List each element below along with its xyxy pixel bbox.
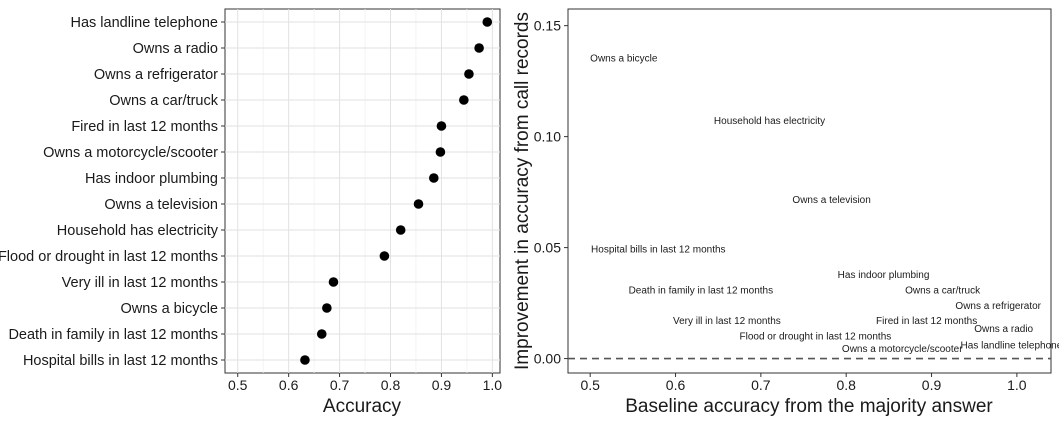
y-tick-label: 0.15 (534, 18, 561, 34)
category-label: Has landline telephone (70, 15, 218, 31)
x-tick-label: 0.5 (580, 377, 600, 393)
dot-point (482, 17, 493, 27)
x-tick-label: 0.7 (751, 377, 771, 393)
scatter-x-tick-labels: 0.5 0.6 0.7 0.8 0.9 1.0 (580, 373, 1027, 393)
dot-point (395, 225, 406, 235)
point-label: Very ill in last 12 months (673, 316, 781, 327)
category-label: Fired in last 12 months (71, 119, 218, 135)
x-tick-label: 0.6 (279, 377, 299, 393)
point-label: Owns a motorcycle/scooter (842, 344, 963, 355)
x-tick-label: 0.5 (228, 377, 248, 393)
x-tick-label: 1.0 (1007, 377, 1027, 393)
scatter-point-labels: Owns a bicycle Household has electricity O… (590, 54, 1059, 356)
category-label: Death in family in last 12 months (8, 327, 218, 343)
dot-point (316, 329, 327, 339)
x-tick-label: 1.0 (483, 377, 503, 393)
dot-plot-panel: Has landline telephone Owns a radio Owns a… (0, 8, 502, 417)
y-tick-label: 0.00 (534, 351, 561, 367)
category-label: Hospital bills in last 12 months (23, 353, 218, 369)
point-label: Has indoor plumbing (838, 270, 930, 281)
category-label: Has indoor plumbing (85, 171, 218, 187)
x-tick-label: 0.9 (922, 377, 942, 393)
x-tick-label: 0.7 (330, 377, 350, 393)
category-label: Owns a bicycle (120, 301, 218, 317)
point-label: Owns a car/truck (905, 286, 981, 297)
category-label: Owns a car/truck (109, 93, 219, 109)
dot-plot-gridlines (225, 9, 500, 373)
dot-plot-category-labels: Has landline telephone Owns a radio Owns a… (0, 15, 225, 369)
x-tick-label: 0.8 (836, 377, 856, 393)
category-label: Owns a television (104, 197, 218, 213)
point-label: Has landline telephone (961, 341, 1059, 352)
category-label: Owns a radio (133, 41, 218, 57)
y-tick-label: 0.05 (534, 240, 561, 256)
dot-point (459, 95, 469, 105)
point-label: Owns a radio (974, 324, 1033, 335)
scatter-panel: 0.00 0.05 0.10 0.15 0.5 0.6 0.7 0.8 0.9 1.0 Owns… (512, 8, 1059, 417)
dot-point (464, 69, 474, 79)
y-tick-label: 0.10 (534, 129, 561, 145)
dot-point (474, 43, 484, 53)
dot-plot-x-tick-labels: 0.5 0.6 0.7 0.8 0.9 1.0 (228, 373, 502, 393)
point-label: Household has electricity (714, 116, 825, 127)
dot-point (413, 199, 424, 209)
scatter-y-tick-labels: 0.00 0.05 0.10 0.15 (534, 18, 568, 367)
category-label: Very ill in last 12 months (62, 275, 218, 291)
x-tick-label: 0.6 (666, 377, 686, 393)
point-label: Fired in last 12 months (876, 316, 977, 327)
point-label: Owns a bicycle (590, 54, 658, 65)
point-label: Owns a television (792, 195, 870, 206)
point-label: Death in family in last 12 months (629, 286, 774, 297)
dot-point (322, 303, 332, 313)
point-label: Flood or drought in last 12 months (740, 331, 892, 342)
x-tick-label: 0.8 (381, 377, 401, 393)
x-tick-label: 0.9 (432, 377, 452, 393)
dot-plot-points (300, 17, 493, 365)
dot-point (435, 147, 446, 157)
dot-point (328, 277, 339, 287)
category-label: Flood or drought in last 12 months (0, 249, 218, 265)
category-label: Household has electricity (57, 223, 219, 239)
dot-point (436, 121, 447, 131)
dot-plot-x-axis-title: Accuracy (323, 396, 402, 417)
dot-point (428, 173, 439, 183)
dot-point (379, 251, 390, 261)
scatter-plot-area (567, 8, 1052, 374)
point-label: Owns a refrigerator (955, 301, 1041, 312)
point-label: Hospital bills in last 12 months (591, 244, 726, 255)
scatter-y-axis-title: Improvement in accuracy from call record… (512, 12, 533, 370)
category-label: Owns a refrigerator (94, 67, 218, 83)
scatter-x-axis-title: Baseline accuracy from the majority answ… (625, 396, 993, 417)
dot-point (300, 355, 310, 365)
dot-plot-area (224, 8, 501, 374)
category-label: Owns a motorcycle/scooter (43, 145, 218, 161)
